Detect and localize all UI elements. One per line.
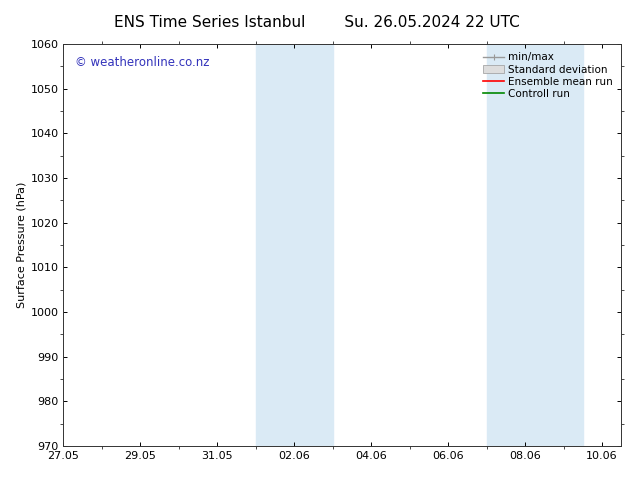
Legend: min/max, Standard deviation, Ensemble mean run, Controll run: min/max, Standard deviation, Ensemble me… bbox=[480, 49, 616, 102]
Bar bbox=[487, 44, 583, 446]
Text: ENS Time Series Istanbul        Su. 26.05.2024 22 UTC: ENS Time Series Istanbul Su. 26.05.2024 … bbox=[114, 15, 520, 30]
Bar bbox=[256, 44, 333, 446]
Y-axis label: Surface Pressure (hPa): Surface Pressure (hPa) bbox=[16, 182, 26, 308]
Text: © weatheronline.co.nz: © weatheronline.co.nz bbox=[75, 56, 209, 69]
